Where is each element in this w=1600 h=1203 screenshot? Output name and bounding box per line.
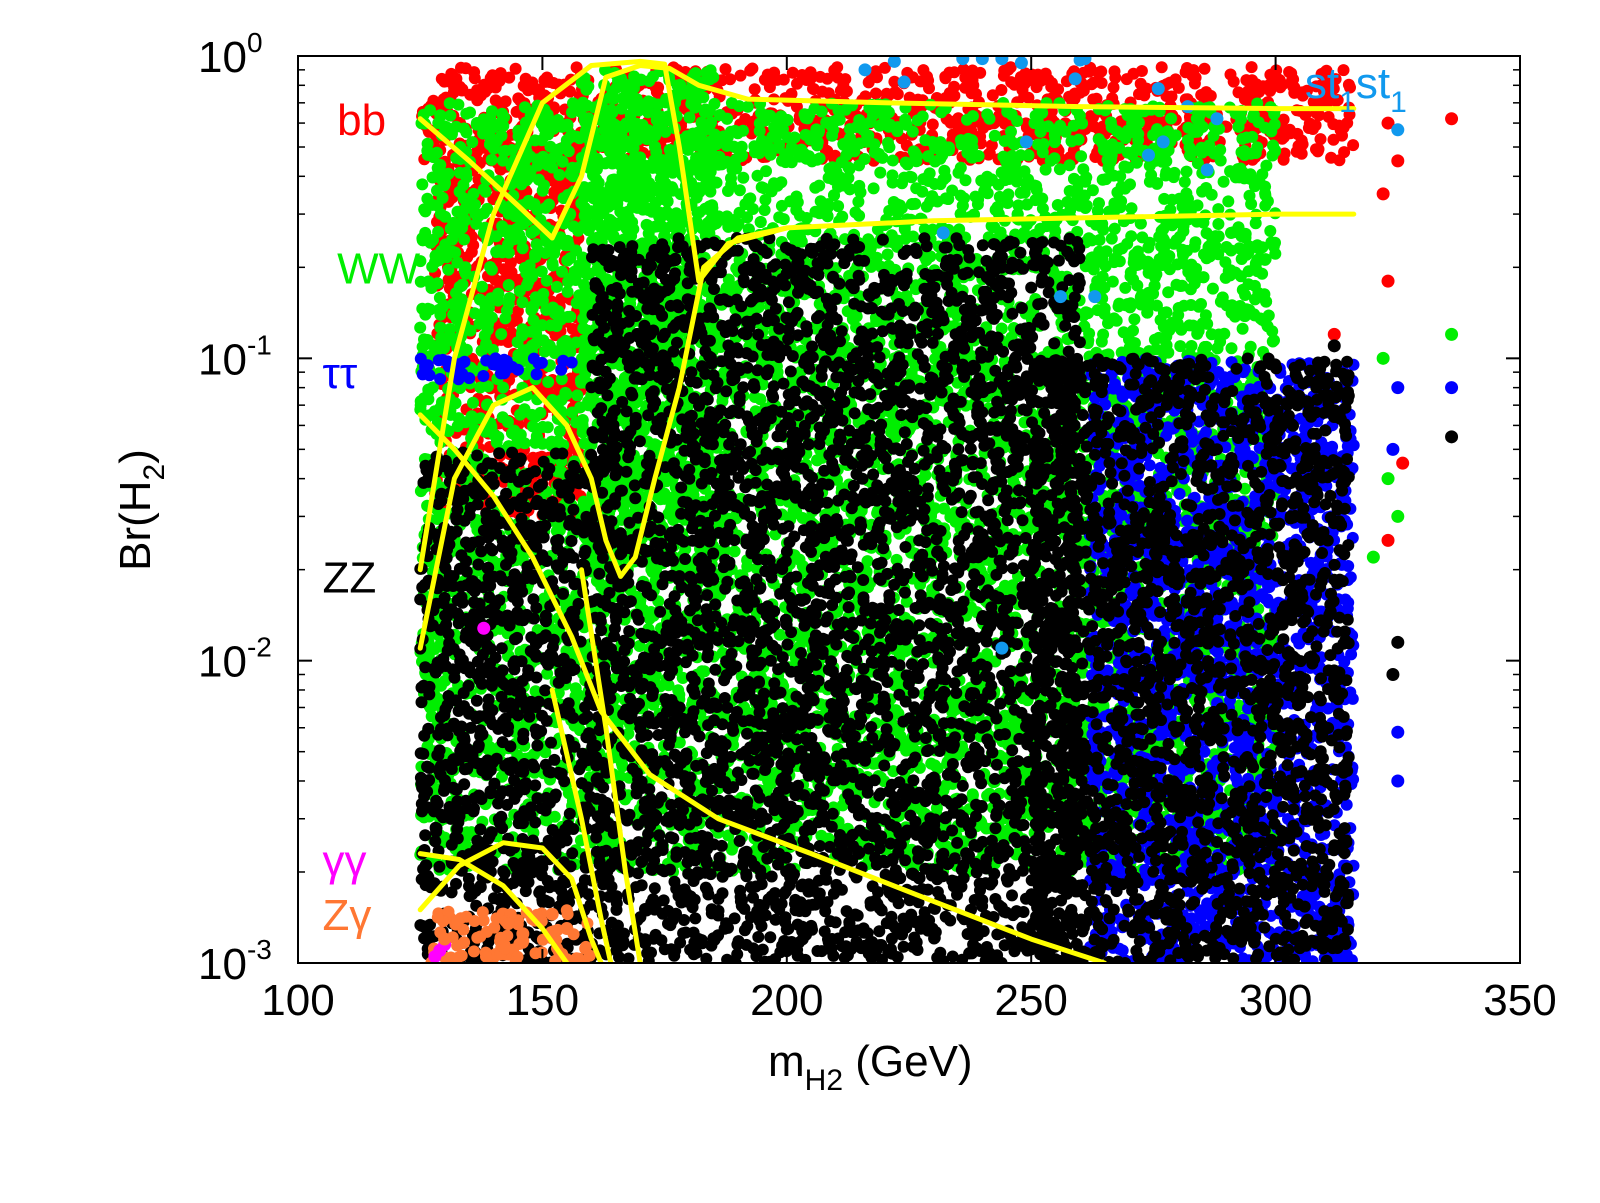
point-st1st1-17 [1200, 163, 1214, 177]
point-WW-2 [1381, 472, 1395, 486]
y-tick-labels: 100 10-1 10-2 10-3 [198, 27, 272, 989]
point-bb-1 [1391, 154, 1405, 168]
point-bb-4 [1381, 274, 1395, 288]
point-ZZ-3 [1332, 912, 1346, 926]
point-Zg-0 [438, 932, 452, 946]
point-tt-1 [1391, 381, 1405, 395]
point-WW-4 [1366, 550, 1380, 564]
point-WW-0 [1376, 351, 1390, 365]
point-Zg-5 [516, 927, 530, 941]
y-axis-title: Br(H2) [111, 449, 171, 571]
point-Zg-3 [545, 907, 559, 921]
point-tt-0 [1445, 381, 1459, 395]
y-tick-label--1: 10-1 [198, 329, 272, 384]
dense-point-regions [414, 61, 1360, 963]
point-st1st1-0 [858, 63, 872, 77]
point-st1st1-5 [1014, 56, 1028, 70]
series-label-WW: WW [337, 244, 421, 293]
point-st1st1-3 [975, 56, 989, 66]
point-WW-1 [1445, 327, 1459, 341]
series-label-Zg: Zγ [322, 891, 371, 940]
curve-Zg [417, 840, 604, 963]
point-st1st1-13 [1391, 123, 1405, 137]
point-bb-0 [1381, 116, 1395, 130]
point-st1st1-9 [1068, 72, 1082, 86]
x-tick-labels: 100 150 200 250 300 350 [261, 976, 1556, 1025]
y-tick-label-0: 100 [198, 27, 263, 82]
point-st1st1-8 [897, 75, 911, 89]
point-gg-2 [477, 621, 491, 635]
y-tick-label--3: 10-3 [198, 934, 272, 989]
point-st1st1-18 [936, 226, 950, 240]
axis-ticks [297, 55, 1521, 964]
series-label-bb: bb [337, 96, 386, 145]
point-bb-6 [1381, 533, 1395, 547]
point-tt-3 [1391, 725, 1405, 739]
region-ZZ-2 [1025, 352, 1355, 963]
x-tick-label-100: 100 [261, 976, 334, 1025]
x-tick-label-300: 300 [1239, 976, 1312, 1025]
point-st1st1-7 [1078, 56, 1092, 66]
x-tick-label-250: 250 [994, 976, 1067, 1025]
point-st1st1-2 [956, 56, 970, 66]
point-st1st1-1 [887, 56, 901, 68]
point-bb-7 [1327, 327, 1341, 341]
scatter-points [428, 56, 1459, 963]
series-label-ZZ: ZZ [322, 553, 376, 602]
point-st1st1-12 [1210, 112, 1224, 126]
point-WW-3 [1391, 509, 1405, 523]
region-tt-0 [414, 352, 578, 386]
point-st1st1-16 [1156, 135, 1170, 149]
curve-ZZ [417, 225, 790, 651]
region-Zg-0 [425, 904, 596, 963]
point-Zg-1 [501, 917, 515, 931]
series-label-gg: γγ [322, 836, 366, 885]
point-st1st1-20 [1088, 290, 1102, 304]
point-bb-2 [1376, 187, 1390, 201]
plot-frame [297, 55, 1521, 964]
point-st1st1-19 [1054, 290, 1068, 304]
curve-tt-low [549, 687, 614, 963]
series-label-st1st1: st1st1 [1305, 59, 1407, 119]
point-st1st1-21 [995, 641, 1009, 655]
point-st1st1-10 [1151, 82, 1165, 96]
y-tick-label--2: 10-2 [198, 632, 272, 687]
x-tick-label-350: 350 [1483, 976, 1556, 1025]
point-Zg-4 [560, 922, 574, 936]
point-bb-5 [1396, 456, 1410, 470]
point-ZZ-1 [1391, 635, 1405, 649]
series-labels: bb WW ττ ZZ γγ Zγ st1st1 [322, 59, 1406, 940]
curve-tt [417, 412, 1107, 963]
point-ZZ-0 [1445, 430, 1459, 444]
point-ZZ-4 [1327, 339, 1341, 353]
curve-WW [417, 58, 1357, 573]
curve-gg [417, 851, 570, 963]
x-tick-label-150: 150 [506, 976, 579, 1025]
point-tt-4 [1391, 774, 1405, 788]
point-tt-2 [1386, 442, 1400, 456]
point-ZZ-2 [1386, 668, 1400, 682]
curve-bb [417, 63, 1357, 241]
x-tick-label-200: 200 [750, 976, 823, 1025]
reference-curves [417, 58, 1357, 963]
point-st1st1-4 [995, 56, 1009, 66]
series-label-tt: ττ [322, 349, 357, 398]
x-axis-title: mH2 (GeV) [768, 1037, 973, 1097]
point-bb-3 [1445, 112, 1459, 126]
point-st1st1-15 [1142, 148, 1156, 162]
curve-ZZ-low [579, 567, 643, 963]
point-st1st1-14 [1019, 135, 1033, 149]
